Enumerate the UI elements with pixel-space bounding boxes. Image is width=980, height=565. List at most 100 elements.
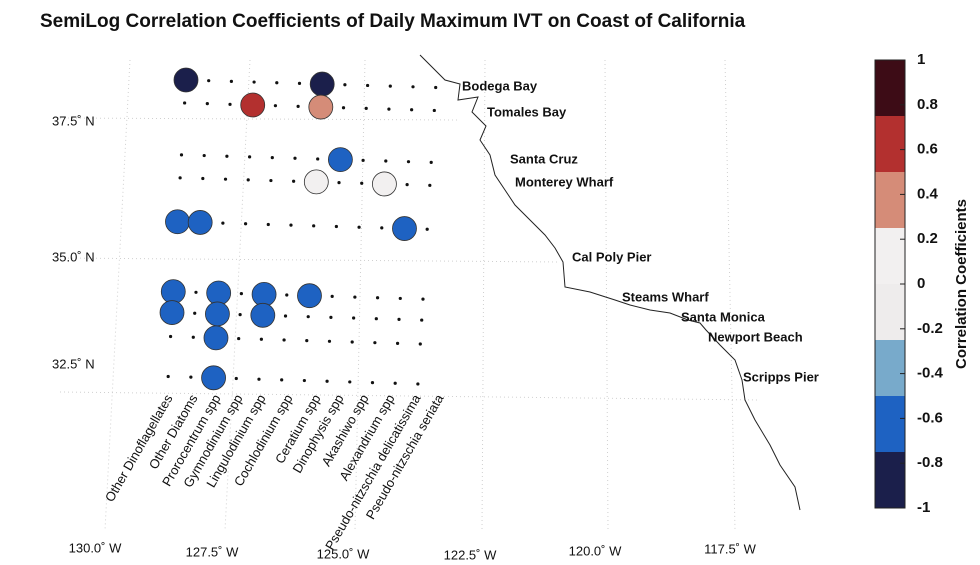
insignificant-dot (289, 223, 293, 227)
longitude-label: 120.0˚ W (569, 543, 622, 558)
insignificant-dot (178, 176, 182, 180)
insignificant-dot (353, 295, 357, 299)
colorbar-tick-label: -0.6 (917, 409, 943, 426)
chart-title: SemiLog Correlation Coefficients of Dail… (40, 11, 746, 32)
latitude-label: 37.5˚ N (52, 113, 95, 128)
colorbar-segment (875, 396, 905, 453)
insignificant-dot (270, 155, 274, 160)
insignificant-dot (191, 335, 195, 339)
insignificant-dot (387, 107, 391, 111)
insignificant-dot (393, 381, 397, 385)
insignificant-dot (374, 317, 378, 321)
correlation-circle (203, 325, 229, 351)
insignificant-dot (179, 153, 184, 157)
colorbar-tick-label: 0 (917, 275, 925, 292)
insignificant-dot (283, 314, 288, 318)
insignificant-dot (246, 178, 250, 182)
insignificant-dot (269, 178, 273, 183)
station-label: Scripps Pier (743, 369, 819, 384)
graticule (59, 59, 761, 531)
correlation-circle (159, 300, 185, 325)
colorbar-tick-label: 0.6 (917, 141, 938, 158)
colorbar-tick-label: 1 (917, 51, 925, 68)
insignificant-dot (282, 338, 286, 342)
insignificant-dot (292, 179, 296, 183)
colorbar-tick-label: 0.2 (917, 230, 938, 247)
correlation-circle (303, 169, 329, 195)
insignificant-dot (237, 336, 241, 341)
longitude-label: 125.0˚ W (317, 546, 370, 561)
insignificant-dot (312, 224, 316, 228)
insignificant-dot (334, 224, 338, 229)
station-label: Santa Monica (681, 309, 766, 324)
insignificant-dot (405, 183, 409, 187)
correlation-circle (327, 147, 353, 173)
insignificant-dot (259, 337, 263, 341)
insignificant-dot (252, 80, 256, 84)
insignificant-dot (370, 380, 375, 385)
insignificant-dot (327, 339, 332, 343)
insignificant-dot (280, 378, 284, 382)
insignificant-dot (306, 315, 310, 319)
graticule-line (59, 257, 561, 263)
correlation-circle (206, 280, 232, 306)
colorbar-segment (875, 284, 905, 341)
insignificant-dot (428, 183, 432, 187)
insignificant-dot (229, 79, 233, 83)
station-label: Bodega Bay (462, 78, 538, 93)
insignificant-dot (293, 156, 297, 160)
insignificant-dot (420, 318, 424, 322)
station-label: Newport Beach (708, 329, 803, 344)
insignificant-dot (285, 293, 289, 297)
colorbar-tick-label: 0.4 (917, 185, 939, 202)
insignificant-dot (325, 379, 329, 383)
latitude-label: 35.0˚ N (52, 249, 95, 264)
insignificant-dot (366, 83, 370, 88)
insignificant-dot (425, 227, 429, 231)
correlation-circle (173, 67, 199, 93)
colorbar-segment (875, 116, 905, 173)
insignificant-dot (398, 296, 402, 301)
colorbar-segment (875, 340, 905, 397)
insignificant-dot (341, 106, 346, 110)
insignificant-dot (183, 101, 187, 105)
correlation-circle (240, 92, 266, 118)
correlation-circle (308, 94, 334, 120)
colorbar-segment (875, 452, 905, 509)
insignificant-dot (380, 226, 384, 230)
insignificant-dot (296, 104, 300, 108)
insignificant-dot (239, 292, 243, 296)
insignificant-dot (202, 153, 206, 158)
insignificant-dot (348, 380, 352, 384)
colorbar-tick-label: -0.8 (917, 454, 943, 471)
longitude-label: 117.5˚ W (704, 541, 757, 556)
colorbar-tick-label: -0.2 (917, 320, 943, 337)
insignificant-dot (243, 222, 248, 226)
graticule-line (59, 391, 761, 401)
insignificant-dot (266, 222, 270, 227)
correlation-circle (205, 301, 230, 327)
correlation-circle (251, 281, 277, 307)
insignificant-dot (194, 290, 198, 294)
correlation-circle (250, 302, 276, 328)
insignificant-dot (397, 317, 401, 321)
correlation-grid (159, 67, 438, 391)
latitude-label: 32.5˚ N (52, 356, 95, 371)
insignificant-dot (234, 376, 238, 381)
insignificant-dot (330, 294, 334, 298)
insignificant-dot (228, 102, 232, 106)
correlation-circle (187, 210, 213, 235)
graticule-line (604, 59, 609, 531)
graticule-line (59, 117, 461, 121)
insignificant-dot (193, 311, 197, 315)
correlation-circle (160, 279, 186, 305)
insignificant-dot (238, 313, 242, 317)
insignificant-dot (189, 375, 193, 379)
insignificant-dot (305, 339, 309, 343)
insignificant-dot (248, 155, 252, 159)
insignificant-dot (223, 177, 228, 181)
insignificant-dot (388, 84, 392, 88)
station-label: Cal Poly Pier (572, 249, 651, 264)
insignificant-dot (350, 340, 354, 344)
insignificant-dot (337, 180, 341, 185)
